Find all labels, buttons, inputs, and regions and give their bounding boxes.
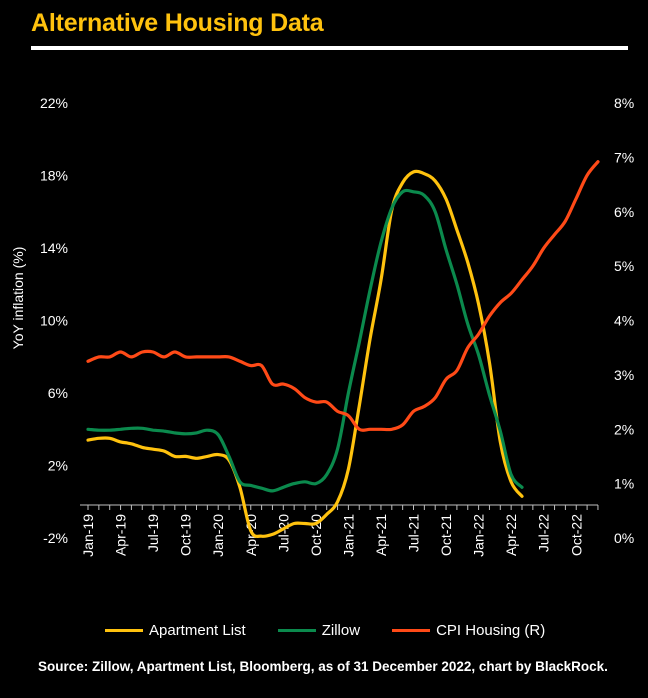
x-tick-label: Jul-20 [275, 514, 291, 552]
chart-series [86, 160, 600, 538]
x-tick-label: Oct-22 [568, 514, 584, 556]
series-line-apartment-list [86, 169, 524, 538]
legend-label: Apartment List [149, 621, 246, 639]
x-tick-label: Jan-19 [80, 514, 96, 557]
y-right-tick-label: 5% [614, 258, 634, 274]
y-left-tick-label: 10% [40, 313, 68, 329]
legend-label: CPI Housing (R) [436, 621, 546, 639]
y-left-tick-label: 22% [40, 95, 68, 111]
x-tick-label: Apr-21 [373, 514, 389, 556]
legend-swatch [105, 628, 143, 632]
y-right-tick-label: 7% [614, 149, 634, 165]
x-tick-label: Apr-22 [503, 514, 519, 556]
y-left-tick-label: 6% [48, 385, 68, 401]
legend-item: Apartment List [105, 622, 246, 639]
legend-label: Zillow [321, 621, 361, 639]
x-tick-label: Apr-19 [113, 514, 129, 556]
x-tick-label: Jan-22 [471, 514, 487, 557]
x-tick-label: Apr-20 [243, 514, 259, 556]
series-line-zillow [86, 188, 524, 493]
y-left-tick-label: -2% [43, 530, 68, 546]
x-tick-label: Oct-21 [438, 514, 454, 556]
x-tick-label: Jan-21 [340, 514, 356, 557]
legend-item: CPI Housing (R) [392, 622, 545, 639]
y-right-tick-label: 0% [614, 530, 634, 546]
chart-legend: Apartment List Zillow CPI Housing (R) [105, 620, 577, 640]
x-tick-label: Jul-19 [145, 514, 161, 552]
x-tick-label: Oct-19 [178, 514, 194, 556]
x-tick-label: Jan-20 [210, 514, 226, 557]
y-right-tick-label: 8% [614, 95, 634, 111]
y-left-tick-label: 2% [48, 458, 68, 474]
x-tick-label: Jul-21 [406, 514, 422, 552]
y-right-tick-label: 4% [614, 313, 634, 329]
y-axis-left-label: YoY inflation (%) [10, 247, 26, 350]
y-left-tick-label: 14% [40, 240, 68, 256]
y-right-tick-label: 6% [614, 204, 634, 220]
title-divider [31, 46, 628, 50]
y-right-tick-label: 3% [614, 367, 634, 383]
x-tick-label: Jul-22 [536, 514, 552, 552]
legend-swatch [392, 628, 431, 632]
y-left-tick-label: 18% [40, 168, 68, 184]
legend-swatch [277, 628, 316, 632]
legend-item: Zillow [277, 621, 361, 639]
series-line-cpi-housing-r [86, 160, 600, 432]
y-right-tick-label: 2% [614, 421, 634, 437]
chart-title: Alternative Housing Data [31, 9, 324, 37]
y-right-tick-label: 1% [614, 476, 634, 492]
source-note: Source: Zillow, Apartment List, Bloomber… [38, 659, 608, 674]
chart-axes: 22% 18% 14% 10% 6% 2% -2% 8% 7% 6% 5% 4% 3% 2% 1% 0% Jan… [40, 95, 634, 557]
